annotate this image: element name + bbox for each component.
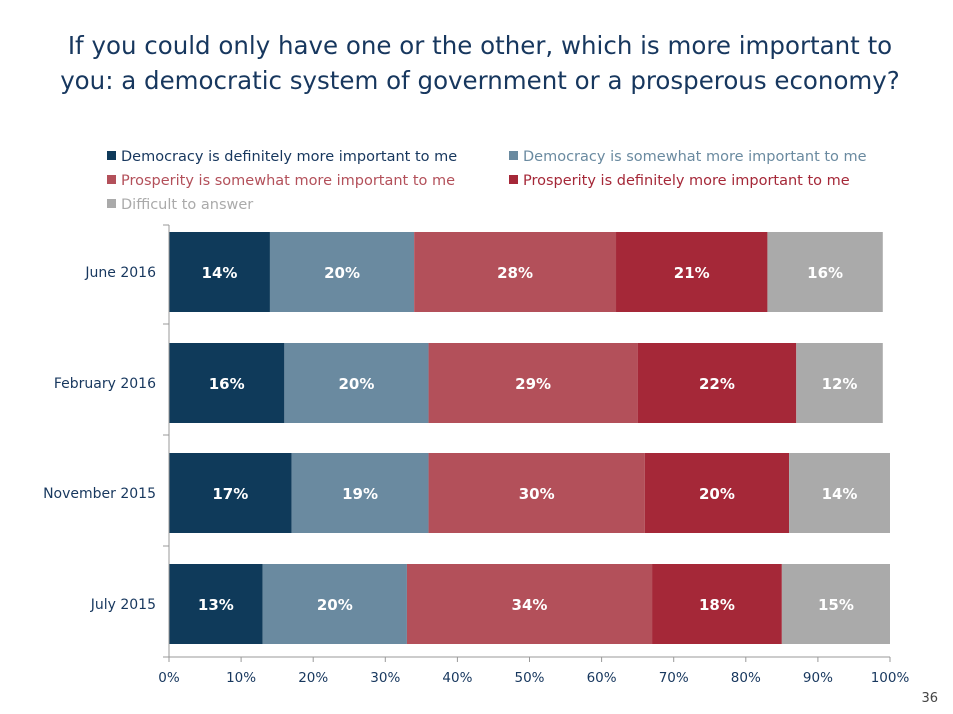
data-label: 20%: [324, 264, 360, 282]
x-tick-label: 50%: [514, 670, 544, 686]
data-label: 18%: [699, 596, 735, 614]
x-tick-label: 100%: [871, 670, 910, 686]
x-tick-label: 10%: [226, 670, 256, 686]
page-number: 36: [921, 691, 938, 706]
legend-item: Difficult to answer: [107, 197, 253, 213]
data-label: 15%: [818, 596, 854, 614]
bar-segment: [284, 343, 429, 423]
bar-segment: [169, 453, 292, 533]
x-tick-label: 70%: [659, 670, 689, 686]
category-label: July 2015: [90, 597, 156, 613]
data-label: 20%: [339, 375, 375, 393]
legend-swatch: [107, 199, 116, 208]
legend-label: Democracy is somewhat more important to …: [523, 149, 867, 165]
bar-segment: [262, 564, 407, 644]
bar-segment: [169, 564, 263, 644]
bar-segment: [291, 453, 429, 533]
legend-swatch: [107, 151, 116, 160]
bar-segment: [637, 343, 797, 423]
x-tick-label: 20%: [298, 670, 328, 686]
x-tick-label: 40%: [442, 670, 472, 686]
legend-label: Prosperity is somewhat more important to…: [121, 173, 456, 189]
data-label: 16%: [209, 375, 245, 393]
bar-segment: [269, 232, 415, 312]
data-label: 22%: [699, 375, 735, 393]
data-label: 19%: [342, 485, 378, 503]
data-label: 16%: [807, 264, 843, 282]
data-label: 14%: [202, 264, 238, 282]
bar-segment: [789, 453, 890, 533]
category-label: February 2016: [54, 376, 156, 392]
bar-segment: [428, 453, 645, 533]
x-tick-label: 0%: [158, 670, 180, 686]
legend-swatch: [509, 175, 518, 184]
bar-segment: [644, 453, 790, 533]
legend-label: Difficult to answer: [121, 197, 254, 213]
chart-title: If you could only have one or the other,…: [60, 31, 900, 95]
bar-segment: [616, 232, 768, 312]
data-label: 17%: [212, 485, 248, 503]
data-label: 13%: [198, 596, 234, 614]
category-label: November 2015: [43, 486, 156, 502]
legend-item: Prosperity is somewhat more important to…: [107, 173, 455, 189]
data-label: 34%: [512, 596, 548, 614]
legend-label: Democracy is definitely more important t…: [121, 149, 458, 165]
x-tick-label: 90%: [803, 670, 833, 686]
data-label: 29%: [515, 375, 551, 393]
legend-label: Prosperity is definitely more important …: [523, 173, 850, 189]
data-label: 20%: [317, 596, 353, 614]
bar-segment: [414, 232, 617, 312]
data-label: 21%: [674, 264, 710, 282]
bar-segment: [428, 343, 638, 423]
data-label: 30%: [519, 485, 555, 503]
legend-swatch: [509, 151, 518, 160]
legend-item: Democracy is definitely more important t…: [107, 149, 457, 165]
data-label: 12%: [822, 375, 858, 393]
bar-segment: [406, 564, 653, 644]
data-label: 20%: [699, 485, 735, 503]
bar-segment: [767, 232, 883, 312]
bar-segment: [169, 343, 285, 423]
x-tick-label: 80%: [731, 670, 761, 686]
category-label: June 2016: [84, 265, 156, 281]
bar-segment: [796, 343, 883, 423]
x-tick-label: 60%: [587, 670, 617, 686]
bar-segment: [169, 232, 270, 312]
legend: Democracy is definitely more important t…: [0, 0, 953, 230]
bar-segment: [652, 564, 782, 644]
data-label: 28%: [497, 264, 533, 282]
legend-item: Democracy is somewhat more important to …: [509, 149, 867, 165]
x-tick-label: 30%: [370, 670, 400, 686]
bar-segment: [781, 564, 890, 644]
data-label: 14%: [822, 485, 858, 503]
legend-item: Prosperity is definitely more important …: [509, 173, 850, 189]
legend-swatch: [107, 175, 116, 184]
